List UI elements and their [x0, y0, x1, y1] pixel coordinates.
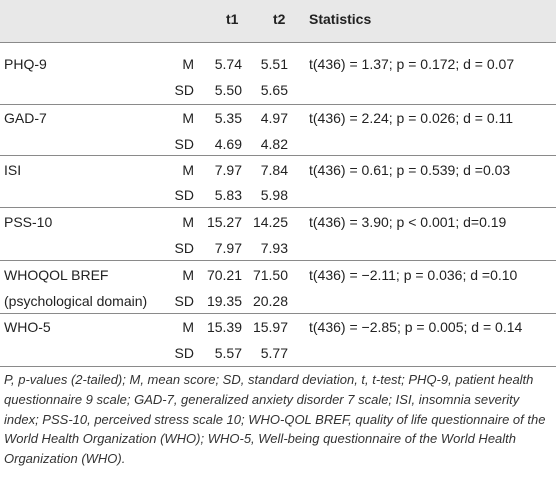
statistics-value: t(436) = −2.11; p = 0.036; d =0.10	[309, 267, 518, 283]
sd-marker: SD	[174, 187, 194, 203]
table-row: ISI M 7.97 7.84 t(436) = 0.61; p = 0.539…	[0, 157, 556, 183]
measure-label: WHO-5	[4, 319, 51, 335]
table-row: SD 7.97 7.93	[0, 235, 556, 261]
table-row: SD 5.50 5.65	[0, 77, 556, 103]
measure-label: PHQ-9	[4, 56, 47, 72]
group-divider	[0, 207, 556, 208]
table-row: PHQ-9 M 5.74 5.51 t(436) = 1.37; p = 0.1…	[0, 51, 556, 77]
sd-marker: SD	[174, 136, 194, 152]
t1-value: 4.69	[214, 136, 242, 152]
t1-value: 19.35	[206, 293, 242, 309]
t1-value: 15.27	[206, 214, 242, 230]
t2-value: 7.84	[260, 162, 288, 178]
table-row: SD 4.69 4.82	[0, 131, 556, 157]
header-t1: t1	[226, 11, 239, 27]
statistics-value: t(436) = 3.90; p < 0.001; d=0.19	[309, 214, 507, 230]
mean-marker: M	[182, 162, 194, 178]
measure-label: PSS-10	[4, 214, 53, 230]
table-row: WHOQOL BREF M 70.21 71.50 t(436) = −2.11…	[0, 262, 556, 288]
sd-marker: SD	[174, 293, 194, 309]
group-divider	[0, 104, 556, 105]
measure-label: WHOQOL BREF	[4, 267, 109, 283]
group-divider	[0, 260, 556, 261]
t2-value: 71.50	[252, 267, 288, 283]
statistics-value: t(436) = 1.37; p = 0.172; d = 0.07	[309, 56, 515, 72]
group-divider	[0, 313, 556, 314]
t1-value: 5.57	[214, 345, 242, 361]
table-row: (psychological domain) SD 19.35 20.28	[0, 288, 556, 314]
mean-marker: M	[182, 214, 194, 230]
t2-value: 5.77	[260, 345, 288, 361]
t2-value: 4.82	[260, 136, 288, 152]
sd-marker: SD	[174, 240, 194, 256]
statistics-value: t(436) = −2.85; p = 0.005; d = 0.14	[309, 319, 523, 335]
t2-value: 14.25	[252, 214, 288, 230]
mean-marker: M	[182, 56, 194, 72]
t1-value: 7.97	[214, 162, 242, 178]
t1-value: 5.35	[214, 110, 242, 126]
t2-value: 5.98	[260, 187, 288, 203]
mean-marker: M	[182, 110, 194, 126]
t2-value: 5.65	[260, 82, 288, 98]
table-row: SD 5.57 5.77	[0, 340, 556, 366]
header-rule	[0, 42, 556, 43]
measure-label: ISI	[4, 162, 22, 178]
group-divider	[0, 155, 556, 156]
t1-value: 7.97	[214, 240, 242, 256]
table-row: PSS-10 M 15.27 14.25 t(436) = 3.90; p < …	[0, 209, 556, 235]
table-footnote: P, p-values (2-tailed); M, mean score; S…	[4, 372, 546, 467]
mean-marker: M	[182, 267, 194, 283]
table-row: GAD-7 M 5.35 4.97 t(436) = 2.24; p = 0.0…	[0, 105, 556, 131]
header-statistics: Statistics	[309, 11, 372, 27]
t2-value: 15.97	[252, 319, 288, 335]
table-row: SD 5.83 5.98	[0, 182, 556, 208]
t2-value: 20.28	[252, 293, 288, 309]
measure-label: GAD-7	[4, 110, 47, 126]
statistics-value: t(436) = 0.61; p = 0.539; d =0.03	[309, 162, 511, 178]
t2-value: 5.51	[260, 56, 288, 72]
table-row: WHO-5 M 15.39 15.97 t(436) = −2.85; p = …	[0, 314, 556, 340]
table-header: t1 t2 Statistics	[0, 0, 556, 42]
measure-sublabel: (psychological domain)	[4, 293, 148, 309]
sd-marker: SD	[174, 82, 194, 98]
header-t2: t2	[273, 11, 286, 27]
t1-value: 15.39	[206, 319, 242, 335]
table-bottom-rule	[0, 366, 556, 367]
t2-value: 7.93	[260, 240, 288, 256]
t1-value: 5.83	[214, 187, 242, 203]
t1-value: 5.50	[214, 82, 242, 98]
sd-marker: SD	[174, 345, 194, 361]
mean-marker: M	[182, 319, 194, 335]
t2-value: 4.97	[260, 110, 288, 126]
statistics-value: t(436) = 2.24; p = 0.026; d = 0.11	[309, 110, 514, 126]
t1-value: 5.74	[214, 56, 242, 72]
t1-value: 70.21	[206, 267, 242, 283]
